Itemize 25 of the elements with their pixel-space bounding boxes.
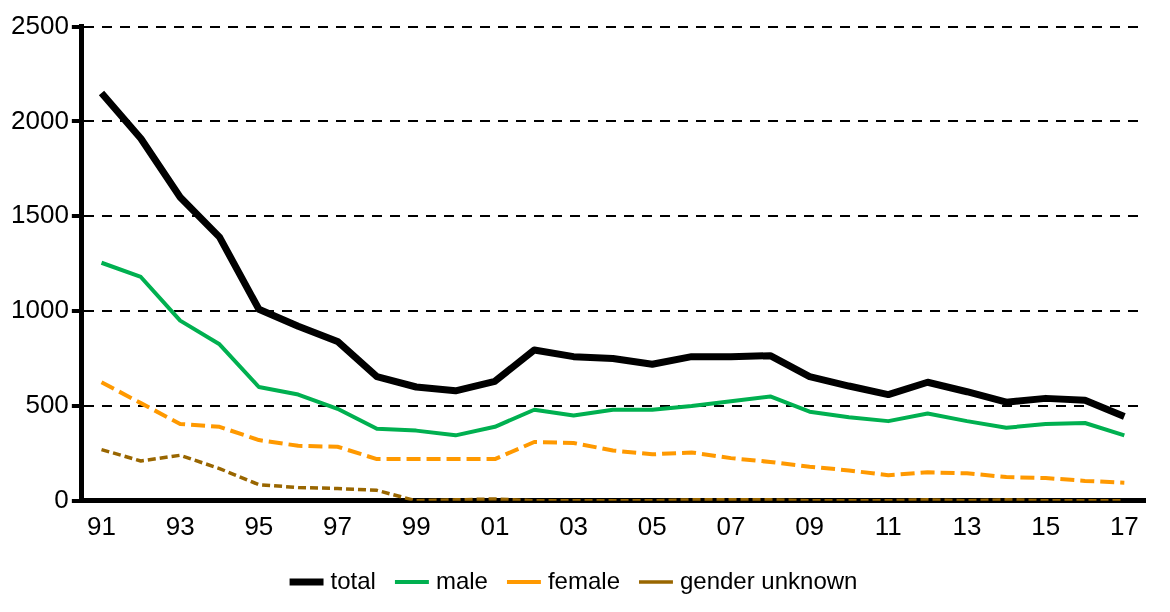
legend-label: total — [330, 566, 376, 594]
legend-label: gender unknown — [679, 566, 858, 594]
x-tick-label: 07 — [716, 510, 746, 541]
x-tick-label: 91 — [87, 510, 116, 541]
x-tick-label: 99 — [401, 510, 431, 541]
x-tick-label: 03 — [559, 510, 589, 541]
x-tick-label: 13 — [952, 510, 982, 541]
x-tick-label: 05 — [637, 510, 667, 541]
y-tick-label: 2000 — [11, 104, 69, 135]
legend-label: female — [547, 566, 620, 594]
y-tick-label: 2500 — [11, 9, 69, 40]
x-tick-label: 01 — [480, 510, 510, 541]
x-tick-label: 97 — [323, 510, 353, 541]
x-tick-label: 09 — [795, 510, 825, 541]
x-tick-label: 95 — [244, 510, 274, 541]
x-tick-label: 93 — [165, 510, 195, 541]
x-tick-label: 11 — [874, 510, 902, 541]
y-tick-label: 1500 — [11, 199, 69, 230]
y-tick-label: 1000 — [11, 294, 69, 325]
x-tick-label: 15 — [1031, 510, 1061, 541]
line-series — [99, 380, 1127, 485]
legend-label: male — [435, 566, 488, 594]
x-tick-label: 17 — [1109, 510, 1139, 541]
y-tick-label: 500 — [25, 389, 69, 420]
y-tick-label: 0 — [54, 483, 69, 514]
